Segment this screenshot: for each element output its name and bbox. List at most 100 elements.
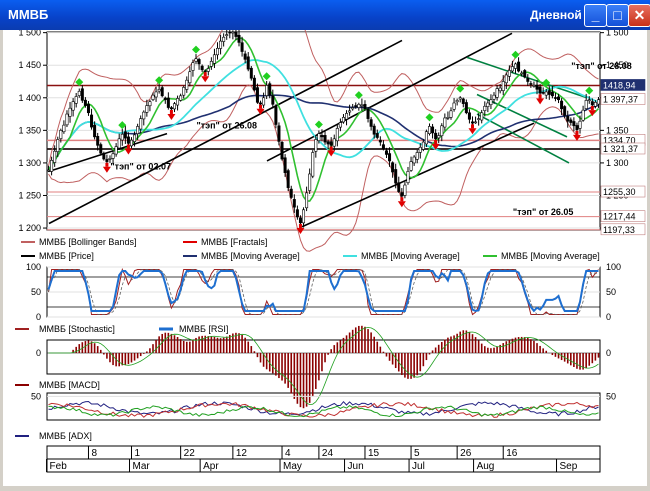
candle-body xyxy=(314,139,318,152)
candle-body xyxy=(234,31,238,37)
candle-body xyxy=(277,125,281,142)
maximize-icon: □ xyxy=(613,7,622,23)
minimize-button[interactable]: _ xyxy=(584,4,607,27)
candle-body xyxy=(477,118,481,120)
candle-body xyxy=(240,42,244,52)
candle-body xyxy=(126,136,130,144)
candle-body xyxy=(203,70,207,73)
y-tick-label-left: 1 200 xyxy=(18,223,41,233)
maximize-button[interactable]: □ xyxy=(606,4,629,27)
candle-body xyxy=(544,91,548,96)
candle-body xyxy=(391,162,395,173)
bollinger-upper xyxy=(48,0,599,167)
fractal-down-stem xyxy=(400,197,404,202)
candle-body xyxy=(590,101,594,106)
bollinger-lower xyxy=(48,84,599,252)
candle-body xyxy=(182,87,186,96)
candle-body xyxy=(59,130,63,139)
candle-body xyxy=(142,111,146,120)
candle-body xyxy=(498,87,502,92)
candle-body xyxy=(366,108,370,119)
trend-line xyxy=(48,132,168,173)
price-label: 1217,44 xyxy=(603,212,636,222)
macd-tick-left: 0 xyxy=(36,348,41,358)
osc-tick-right: 100 xyxy=(606,262,621,272)
candle-body xyxy=(357,103,361,108)
candle-body xyxy=(529,83,533,85)
price-label: 1418,94 xyxy=(603,80,636,90)
y-tick-label-left: 1 300 xyxy=(18,158,41,168)
candle-body xyxy=(93,124,97,138)
candle-body xyxy=(431,126,435,134)
candle-body xyxy=(345,113,349,120)
candle-body xyxy=(532,85,536,87)
candle-body xyxy=(71,101,75,111)
candle-body xyxy=(179,95,183,101)
candle-body xyxy=(56,139,60,152)
price-label: 1 321,37 xyxy=(603,144,638,154)
candle-body xyxy=(538,86,542,94)
candle-body xyxy=(406,171,410,184)
candle-body xyxy=(354,105,358,107)
candle-body xyxy=(523,70,527,78)
legend-label: ММВБ [Moving Average] xyxy=(201,251,300,261)
fractal-up xyxy=(192,45,201,54)
candle-body xyxy=(326,141,330,145)
candle-body xyxy=(437,135,441,139)
candle-body xyxy=(348,110,352,113)
fractal-up xyxy=(118,121,127,130)
annotation-label: "тэп" от 26.05 xyxy=(513,207,574,217)
candle-body xyxy=(372,125,376,135)
candle-body xyxy=(243,53,247,60)
y-tick-label-left: 1 500 xyxy=(18,30,41,38)
candle-body xyxy=(228,31,232,34)
day-label: 1 xyxy=(134,448,140,459)
candle-body xyxy=(219,40,223,49)
fractal-down xyxy=(124,148,133,155)
month-label: May xyxy=(283,461,302,472)
candle-body xyxy=(154,91,158,98)
legend-label: ММВБ [Fractals] xyxy=(201,237,267,247)
candle-body xyxy=(237,34,241,43)
candle-body xyxy=(323,135,327,143)
candle-body xyxy=(47,169,51,172)
close-button[interactable]: ✕ xyxy=(628,4,650,27)
legend-label: ММВБ [Price] xyxy=(39,251,94,261)
price-label-box xyxy=(600,210,646,222)
candle-body xyxy=(550,91,554,97)
day-label: 5 xyxy=(414,448,420,459)
candle-body xyxy=(504,74,508,84)
candle-body xyxy=(302,209,306,224)
candle-body xyxy=(172,103,176,110)
candle-body xyxy=(77,90,81,96)
candle-body xyxy=(394,169,398,184)
candle-body xyxy=(569,119,573,123)
fractal-down xyxy=(536,98,545,105)
candle-body xyxy=(553,97,557,99)
adx-minus-line xyxy=(48,404,599,418)
candle-body xyxy=(351,107,355,110)
fractal-down xyxy=(256,108,265,115)
candle-body xyxy=(566,116,570,122)
month-label: Aug xyxy=(477,461,495,472)
candle-body xyxy=(384,150,388,155)
candle-body xyxy=(86,103,90,114)
day-label: 4 xyxy=(285,448,291,459)
candle-body xyxy=(265,85,269,96)
macd-panel xyxy=(46,339,601,375)
fractal-down xyxy=(201,76,210,83)
candle-body xyxy=(400,192,404,197)
y-tick-label-left: 1 450 xyxy=(18,60,41,70)
candle-body xyxy=(596,99,600,105)
day-label: 15 xyxy=(368,448,380,459)
candle-body xyxy=(129,139,133,147)
rsi-line xyxy=(47,270,599,313)
fractal-up xyxy=(155,76,164,85)
candle-body xyxy=(560,100,564,110)
candle-body xyxy=(259,102,263,105)
candle-body xyxy=(381,144,385,149)
price-label-box xyxy=(600,223,646,236)
candle-body xyxy=(90,114,94,128)
